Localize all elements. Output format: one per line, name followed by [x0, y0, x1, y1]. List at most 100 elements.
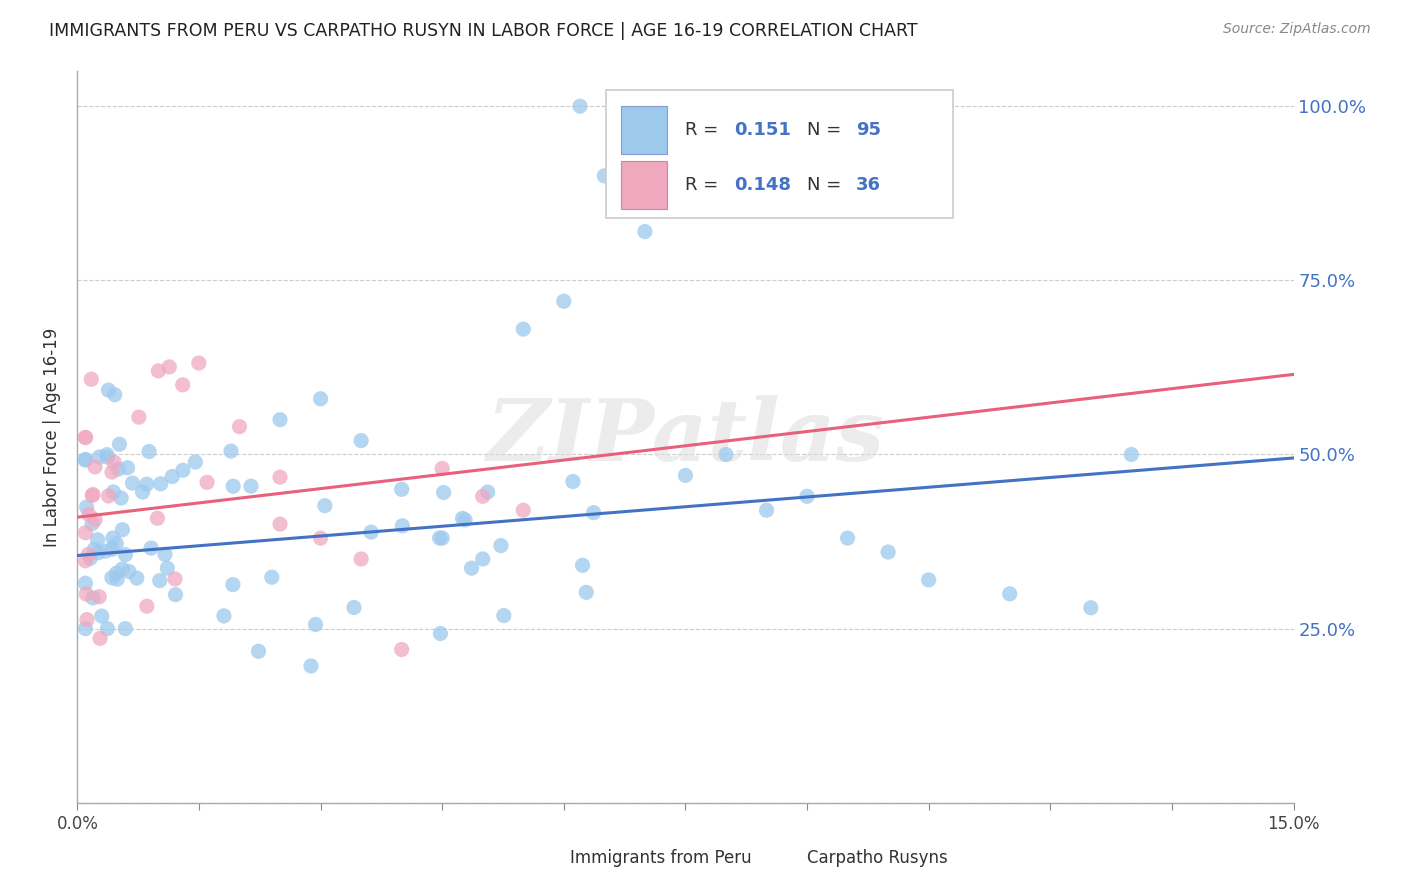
Point	[153, 547, 176, 561]
Point	[1080, 600, 1102, 615]
Point	[562, 475, 585, 489]
Point	[299, 659, 322, 673]
Point	[569, 99, 592, 113]
Point	[430, 461, 453, 475]
FancyBboxPatch shape	[606, 89, 953, 218]
Point	[247, 644, 270, 658]
Point	[139, 541, 162, 555]
Point	[76, 613, 98, 627]
Point	[429, 626, 451, 640]
Point	[128, 410, 150, 425]
Point	[110, 491, 132, 505]
Point	[82, 487, 104, 501]
Point	[269, 517, 291, 532]
Point	[998, 587, 1021, 601]
Point	[172, 463, 194, 477]
Point	[121, 476, 143, 491]
Point	[391, 483, 413, 497]
Point	[391, 642, 413, 657]
Point	[675, 468, 697, 483]
Point	[75, 431, 97, 445]
Point	[76, 500, 98, 514]
Point	[269, 470, 291, 484]
Point	[82, 488, 104, 502]
Point	[575, 585, 598, 599]
Point	[89, 590, 111, 604]
Text: 0.151: 0.151	[734, 121, 792, 139]
Point	[877, 545, 900, 559]
Point	[1121, 448, 1143, 462]
Point	[118, 565, 141, 579]
Point	[125, 571, 148, 585]
Point	[103, 455, 125, 469]
FancyBboxPatch shape	[765, 843, 799, 872]
Point	[314, 499, 336, 513]
Text: 0.148: 0.148	[734, 176, 792, 194]
Y-axis label: In Labor Force | Age 16-19: In Labor Force | Age 16-19	[44, 327, 62, 547]
Text: ZIPatlas: ZIPatlas	[486, 395, 884, 479]
Point	[212, 608, 235, 623]
Point	[83, 542, 105, 557]
FancyBboxPatch shape	[621, 106, 668, 153]
Text: 36: 36	[856, 176, 880, 194]
Point	[108, 437, 131, 451]
Text: Immigrants from Peru: Immigrants from Peru	[569, 848, 752, 867]
Point	[89, 632, 111, 646]
Point	[75, 554, 97, 568]
Point	[135, 477, 157, 491]
Point	[75, 525, 97, 540]
Point	[451, 511, 474, 525]
Text: Source: ZipAtlas.com: Source: ZipAtlas.com	[1223, 22, 1371, 37]
Point	[157, 359, 180, 374]
Point	[343, 600, 366, 615]
Text: IMMIGRANTS FROM PERU VS CARPATHO RUSYN IN LABOR FORCE | AGE 16-19 CORRELATION CH: IMMIGRANTS FROM PERU VS CARPATHO RUSYN I…	[49, 22, 918, 40]
Text: N =: N =	[807, 121, 846, 139]
Point	[101, 465, 124, 479]
Point	[512, 322, 534, 336]
Point	[260, 570, 283, 584]
Point	[714, 448, 737, 462]
Point	[105, 572, 128, 586]
Point	[187, 356, 209, 370]
Point	[269, 412, 291, 426]
Point	[489, 539, 512, 553]
Text: R =: R =	[686, 176, 724, 194]
Point	[84, 513, 107, 527]
Point	[222, 479, 245, 493]
Point	[796, 489, 818, 503]
Point	[239, 479, 262, 493]
Point	[138, 444, 160, 458]
Point	[433, 485, 456, 500]
Point	[156, 561, 179, 575]
Point	[391, 518, 413, 533]
Point	[162, 469, 184, 483]
Point	[593, 169, 616, 183]
Point	[195, 475, 218, 490]
Point	[222, 577, 245, 591]
Point	[86, 533, 108, 547]
Point	[87, 546, 110, 560]
Point	[77, 508, 100, 522]
Point	[471, 552, 494, 566]
Point	[101, 542, 124, 557]
Point	[429, 531, 451, 545]
Point	[460, 561, 482, 575]
Point	[103, 485, 125, 500]
Point	[105, 566, 128, 581]
FancyBboxPatch shape	[527, 843, 561, 872]
Point	[111, 523, 134, 537]
Point	[75, 452, 97, 467]
Point	[82, 591, 104, 605]
Point	[471, 489, 494, 503]
Point	[146, 511, 169, 525]
Point	[94, 544, 117, 558]
Point	[304, 617, 326, 632]
Text: 95: 95	[856, 121, 880, 139]
Point	[477, 485, 499, 500]
Point	[75, 453, 97, 467]
Point	[97, 383, 120, 397]
Point	[582, 506, 605, 520]
Point	[90, 609, 112, 624]
Point	[82, 516, 104, 531]
Point	[918, 573, 941, 587]
